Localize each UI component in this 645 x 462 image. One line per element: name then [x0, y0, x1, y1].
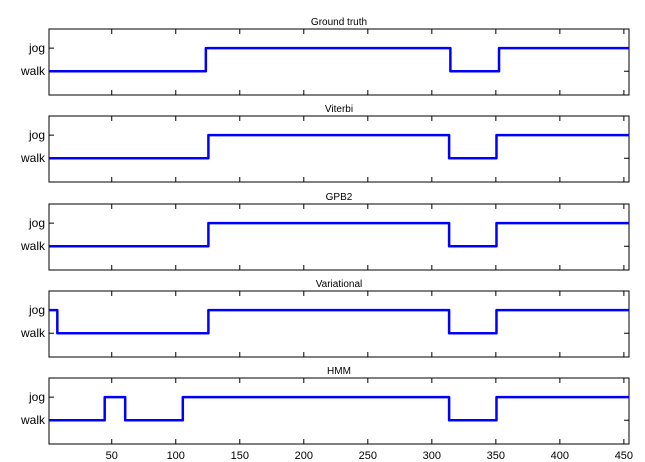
- axes-frame: [48, 377, 630, 445]
- subplot-gpb2: GPB2 walk jog: [20, 192, 630, 271]
- subplot-variational: Variational walk jog: [20, 279, 630, 358]
- y-tick-label-jog: jog: [28, 128, 45, 142]
- subplot-title: HMM: [327, 366, 351, 377]
- x-tick-label: 450: [615, 450, 633, 462]
- state-sequence-line: [49, 308, 629, 335]
- subplot-ground-truth: Ground truth walk jog: [20, 17, 630, 96]
- x-tick-label: 50: [106, 450, 118, 462]
- y-tick-label-walk: walk: [20, 151, 46, 165]
- subplot-title: GPB2: [326, 192, 353, 203]
- x-tick-label: 100: [167, 450, 185, 462]
- y-tick-label-walk: walk: [20, 64, 46, 78]
- state-sequence-line: [49, 133, 629, 160]
- state-sequence-line: [49, 46, 629, 73]
- y-tick-label-jog: jog: [28, 303, 45, 317]
- x-tick-label: 200: [295, 450, 313, 462]
- subplot-title: Viterbi: [325, 104, 353, 115]
- y-tick-label-walk: walk: [20, 326, 46, 340]
- subplot-title: Ground truth: [311, 17, 367, 28]
- axes-frame: [48, 115, 630, 183]
- subplot-hmm: HMM walk jog: [20, 366, 630, 445]
- subplot-viterbi: Viterbi walk jog: [20, 104, 630, 183]
- y-tick-label-walk: walk: [20, 413, 46, 427]
- y-tick-label-walk: walk: [20, 239, 46, 253]
- axes-frame: [48, 28, 630, 96]
- y-tick-label-jog: jog: [28, 390, 45, 404]
- x-tick-label: 350: [487, 450, 505, 462]
- axes-frame: [48, 290, 630, 358]
- x-tick-label: 150: [231, 450, 249, 462]
- x-axis-tick-labels: 50 100 150 200 250 300 350 400 450: [106, 450, 633, 462]
- subplot-title: Variational: [316, 279, 363, 290]
- subplots: Ground truth walk jog Viterbi walk jog GPB2 wal…: [20, 17, 630, 445]
- y-tick-label-jog: jog: [28, 216, 45, 230]
- x-tick-label: 300: [423, 450, 441, 462]
- state-sequence-line: [49, 221, 629, 248]
- state-sequence-line: [49, 395, 629, 422]
- x-tick-label: 400: [551, 450, 569, 462]
- x-tick-label: 250: [359, 450, 377, 462]
- axes-frame: [48, 203, 630, 271]
- y-tick-label-jog: jog: [28, 41, 45, 55]
